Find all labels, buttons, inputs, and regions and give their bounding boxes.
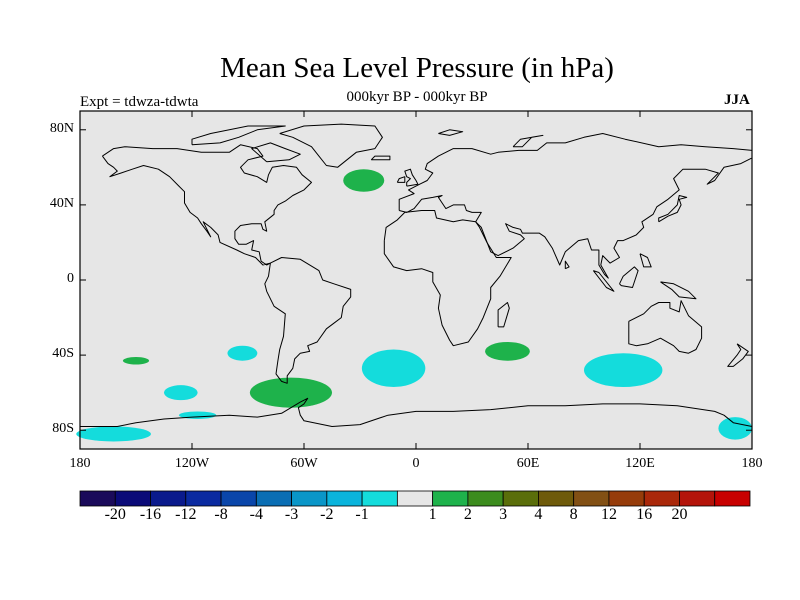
colorbar-label: 1 <box>428 506 437 523</box>
coastline-greenland <box>279 123 383 168</box>
anomaly-region-south-atlantic-negative <box>361 349 426 388</box>
colorbar-label: -1 <box>355 506 369 523</box>
lon-tick-label: 60E <box>516 456 540 471</box>
colorbar-swatch <box>326 490 363 507</box>
colorbar-swatch <box>396 490 434 507</box>
coastline-eurasia <box>398 133 753 279</box>
coastline-japan <box>658 195 688 223</box>
anomaly-region-north-atlantic-positive <box>343 169 385 192</box>
chart-subtitle: 000kyr BP - 000kyr BP <box>346 89 488 105</box>
colorbar-swatch <box>220 490 257 507</box>
coastline-borneo <box>619 266 639 288</box>
colorbar-label: 3 <box>499 506 508 523</box>
anomaly-region-south-pacific-negative-2 <box>164 385 198 401</box>
coastline-australia <box>628 300 703 354</box>
coastline-ireland <box>396 176 406 183</box>
colorbar-swatch <box>291 490 328 507</box>
coastline-antarctica <box>80 397 753 427</box>
lon-tick-label: 0 <box>412 456 420 471</box>
colorbar-swatch <box>114 490 151 507</box>
anomaly-region-south-pacific-positive <box>122 356 150 365</box>
lon-tick-label: 180 <box>69 456 91 471</box>
colorbar-swatch <box>538 490 575 507</box>
coastline-iceland <box>370 155 391 161</box>
coastline-south-america <box>264 257 352 384</box>
anomaly-region-ross-sea-negative <box>76 426 151 442</box>
lat-tick-label: 0 <box>67 271 74 286</box>
coastline-africa <box>383 210 512 347</box>
coastline-arctic-islands <box>191 125 286 146</box>
chart-title: Mean Sea Level Pressure (in hPa) <box>220 52 614 84</box>
colorbar-label: 2 <box>463 506 472 523</box>
colorbar-swatch <box>432 490 469 507</box>
anomaly-region-south-indian-negative <box>584 353 663 388</box>
colorbar-swatch <box>255 490 292 507</box>
colorbar-swatch <box>150 490 187 507</box>
colorbar-swatch <box>185 490 222 507</box>
colorbar-label: 4 <box>534 506 543 523</box>
colorbar-label: 8 <box>569 506 578 523</box>
lat-tick-label: 40N <box>49 195 74 211</box>
coastline-svalbard <box>438 129 464 136</box>
coastline-baffin <box>251 142 301 163</box>
colorbar-label: -3 <box>284 506 299 523</box>
coastline-new-zealand <box>727 343 749 367</box>
anomaly-region-south-pacific-negative-1 <box>227 345 258 361</box>
colorbar-label: 20 <box>671 506 688 523</box>
colorbar-label: -8 <box>214 506 228 523</box>
lat-tick-label: 40S <box>52 346 74 362</box>
lon-tick-label: 180 <box>741 456 763 471</box>
coastline-madagascar <box>497 302 510 328</box>
colorbar-swatch <box>467 490 504 507</box>
colorbar-label: 16 <box>636 506 653 523</box>
colorbar-label: -20 <box>104 506 126 523</box>
colorbar-swatch <box>361 490 398 507</box>
lon-tick-label: 60W <box>290 456 318 471</box>
colorbar-swatch <box>679 490 716 507</box>
anomaly-region-drake-passage-positive <box>249 377 332 408</box>
colorbar-swatch <box>79 490 116 507</box>
colorbar-label: -2 <box>320 506 334 523</box>
colorbar-label: -16 <box>139 506 162 523</box>
coastline-sri-lanka <box>564 260 570 270</box>
colorbar-swatch <box>714 490 751 507</box>
colorbar-swatch <box>502 490 539 507</box>
coastline-north-america <box>101 144 312 266</box>
coastline-sumatra <box>592 270 615 292</box>
colorbar-label: -4 <box>249 506 263 523</box>
coastline-new-guinea <box>660 281 697 300</box>
colorbar-label: 12 <box>600 506 617 523</box>
colorbar-swatch <box>608 490 645 507</box>
coastline-novaya-zemlya <box>512 134 544 148</box>
experiment-label: Expt = tdwza-tdwta <box>80 94 199 110</box>
lat-tick-label: 80S <box>52 421 74 437</box>
lon-tick-label: 120E <box>625 456 655 471</box>
anomaly-region-east-antarctic-negative <box>718 417 752 440</box>
lat-tick-label: 80N <box>49 120 74 136</box>
season-label: JJA <box>724 92 750 108</box>
coastline-british-isles <box>404 168 419 187</box>
anomaly-region-south-africa-positive <box>485 341 530 361</box>
colorbar-swatch <box>573 490 610 507</box>
colorbar-label: -12 <box>175 506 197 523</box>
lon-tick-label: 120W <box>174 456 210 471</box>
colorbar-swatch <box>643 490 680 507</box>
coastline-philippines <box>639 253 652 268</box>
